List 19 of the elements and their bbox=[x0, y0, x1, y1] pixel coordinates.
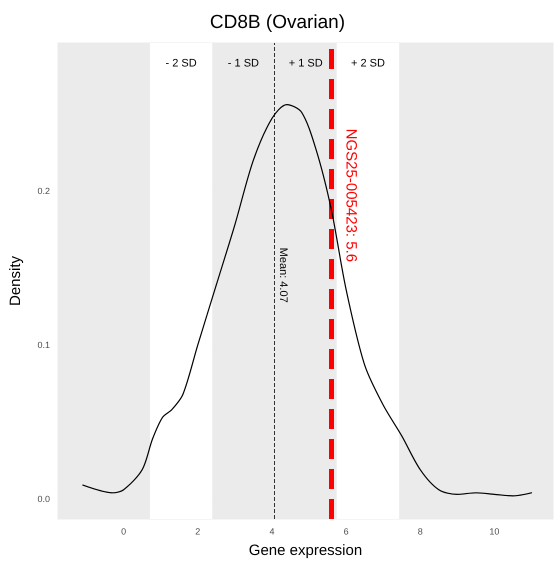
band-label: - 2 SD bbox=[166, 58, 197, 70]
x-tick-label: 6 bbox=[344, 526, 349, 536]
band-label: + 2 SD bbox=[351, 58, 385, 70]
y-tick-label: 0.0 bbox=[37, 494, 50, 504]
x-tick-label: 4 bbox=[269, 526, 274, 536]
x-tick-label: 10 bbox=[489, 526, 500, 536]
band-label: + 1 SD bbox=[288, 58, 323, 70]
y-axis-title: Density bbox=[7, 256, 24, 306]
band-label: - 1 SD bbox=[228, 58, 260, 70]
line-series bbox=[82, 104, 532, 496]
chart-title: CD8B (Ovarian) bbox=[210, 12, 346, 33]
y-tick-label: 0.1 bbox=[37, 340, 50, 350]
x-tick-label: 0 bbox=[121, 526, 126, 536]
y-tick-label: 0.2 bbox=[37, 186, 50, 196]
x-axis-title: Gene expression bbox=[248, 542, 362, 559]
x-tick-label: 2 bbox=[195, 526, 200, 536]
x-tick-label: 8 bbox=[418, 526, 423, 536]
ref-line-label: Mean: 4.07 bbox=[277, 248, 290, 303]
ref-line-label: NGS25-005423: 5.6 bbox=[342, 128, 360, 262]
